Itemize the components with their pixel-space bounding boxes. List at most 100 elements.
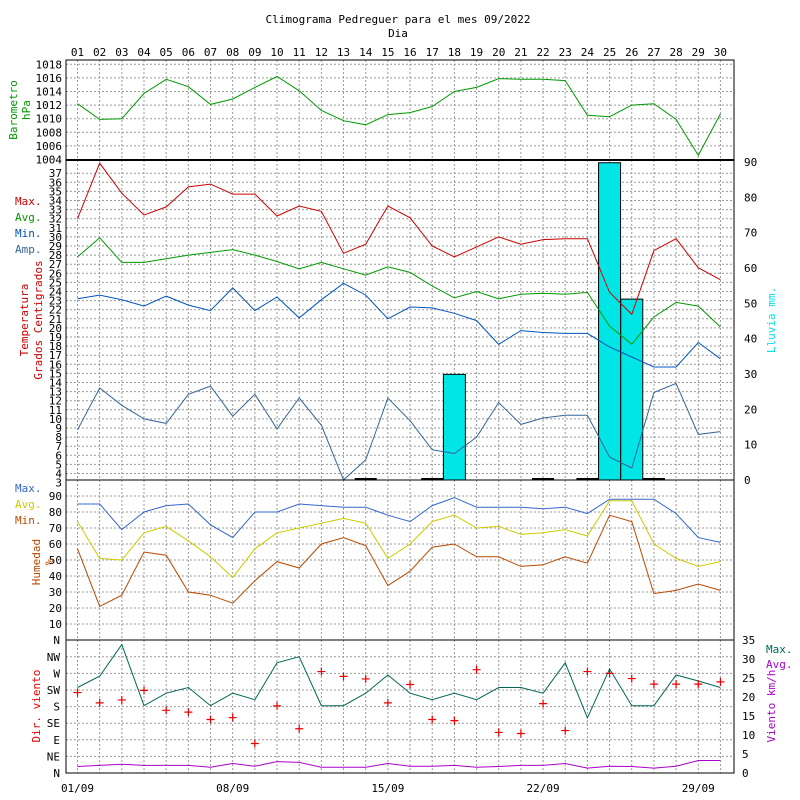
rain-tick-label: 10 (744, 439, 757, 452)
wind-dir-marker (516, 729, 525, 738)
wind-dir-tick-label: NE (47, 750, 60, 763)
wind-dir-marker (406, 680, 415, 689)
wind-dir-marker (317, 667, 326, 676)
rain-bar (421, 478, 444, 480)
rain-bar (598, 162, 622, 481)
temp-tick-label: 21 (49, 313, 62, 326)
temp-tick-label: 8 (55, 431, 62, 444)
wind-speed-tick-label: 30 (742, 653, 755, 666)
wind-legend-item: Avg. (766, 658, 793, 671)
temp-tick-label: 3 (55, 477, 62, 490)
day-tick-label: 23 (559, 46, 572, 59)
day-tick-label: 13 (337, 46, 350, 59)
rain-tick-label: 0 (744, 474, 751, 487)
wind-max-line (77, 643, 721, 720)
rain-tick-label: 60 (744, 262, 757, 275)
wind-dir-marker (162, 706, 171, 715)
temp-tick-label: 13 (49, 386, 62, 399)
rain-tick-label: 70 (744, 227, 757, 240)
wind-frame (65, 639, 735, 774)
wind-speed-tick-label: 15 (742, 710, 755, 723)
pressure-tick-label: 1012 (36, 99, 63, 112)
wind-dir-marker (295, 724, 304, 733)
rain-tick-label: 20 (744, 403, 757, 416)
wind-dir-marker (73, 688, 82, 697)
temp-tick-label: 22 (49, 304, 62, 317)
humidity-tick-label: 70 (49, 522, 62, 535)
pressure-tick-label: 1008 (36, 126, 63, 139)
wind-dir-marker (472, 665, 481, 674)
pressure-tick-label: 1004 (36, 154, 63, 167)
pressure-tick-label: 1018 (36, 58, 63, 71)
rain-bar (576, 478, 599, 480)
humidity-tick-label: 10 (49, 618, 62, 631)
wind-speed-tick-label: 5 (742, 748, 749, 761)
pressure-tick-label: 1016 (36, 72, 63, 85)
temp-avg-line (77, 237, 721, 346)
date-tick-label: 29/09 (682, 782, 715, 795)
humidity-tick-label: 50 (49, 554, 62, 567)
wind-speed-tick-label: 20 (742, 691, 755, 704)
rain-tick-label: 90 (744, 156, 757, 169)
wind-dir-tick-label: SE (47, 717, 60, 730)
pressure-ylabel: Barometro (7, 80, 20, 140)
day-tick-label: 20 (492, 46, 505, 59)
wind-speed-tick-label: 25 (742, 672, 755, 685)
temp-tick-label: 7 (55, 440, 62, 453)
temp-legend-item: Avg. (15, 211, 42, 224)
temp-tick-label: 24 (49, 286, 63, 299)
temp-tick-label: 5 (55, 458, 62, 471)
wind-dir-marker (450, 716, 459, 725)
wind-dir-marker (273, 701, 282, 710)
date-tick-label: 08/09 (216, 782, 249, 795)
wind-avg-line (77, 760, 721, 769)
wind-dir-marker (627, 674, 636, 683)
humidity-tick-label: 80 (49, 506, 62, 519)
wind-dir-marker (583, 667, 592, 676)
rain-bar (442, 373, 466, 481)
humidity-legend-item: Avg. (15, 498, 42, 511)
wind-dir-tick-label: E (53, 734, 60, 747)
day-tick-label: 15 (381, 46, 394, 59)
day-tick-label: 16 (403, 46, 416, 59)
temp-tick-label: 18 (49, 340, 62, 353)
wind-speed-tick-label: 0 (742, 767, 749, 780)
rain-bar (532, 478, 555, 480)
temp-tick-label: 32 (49, 213, 62, 226)
temp-tick-label: 20 (49, 322, 62, 335)
day-tick-label: 05 (160, 46, 173, 59)
humidity-legend-item: Max. (15, 482, 42, 495)
temp-tick-label: 26 (49, 267, 62, 280)
chart-title: Climograma Pedreguer para el mes 09/2022 (266, 13, 531, 26)
wind-dir-marker (539, 699, 548, 708)
temp-tick-label: 19 (49, 331, 62, 344)
day-tick-label: 08 (226, 46, 239, 59)
humidity-tick-label: 30 (49, 586, 62, 599)
date-tick-label: 01/09 (61, 782, 94, 795)
rain-tick-label: 30 (744, 368, 757, 381)
rain-tick-label: 40 (744, 333, 757, 346)
temp-tick-label: 28 (49, 249, 62, 262)
rain-bar (642, 478, 665, 480)
temp-tick-label: 4 (55, 468, 62, 481)
wind-dir-marker (206, 715, 215, 724)
humidity-ylabel: Humedad (30, 539, 43, 585)
humidity-tick-label: 60 (49, 538, 62, 551)
day-tick-label: 25 (603, 46, 616, 59)
temp-legend-item: Max. (15, 195, 42, 208)
day-tick-label: 28 (669, 46, 682, 59)
temp-tick-label: 16 (49, 358, 62, 371)
wind-dir-tick-label: SW (47, 684, 61, 697)
wind-dir-marker (383, 698, 392, 707)
temp-tick-label: 25 (49, 276, 62, 289)
temp-tick-label: 6 (55, 449, 62, 462)
wind-speed-ylabel: Viento km/h (765, 670, 778, 743)
pressure-line (77, 75, 721, 157)
rain-tick-label: 80 (744, 191, 757, 204)
day-tick-label: 11 (293, 46, 306, 59)
temp-tick-label: 9 (55, 422, 62, 435)
wind-dir-ylabel: Dir. viento (30, 670, 43, 743)
day-tick-label: 10 (270, 46, 283, 59)
pressure-tick-label: 1010 (36, 113, 63, 126)
rain-ylabel: Lluvia mm. (765, 287, 778, 353)
